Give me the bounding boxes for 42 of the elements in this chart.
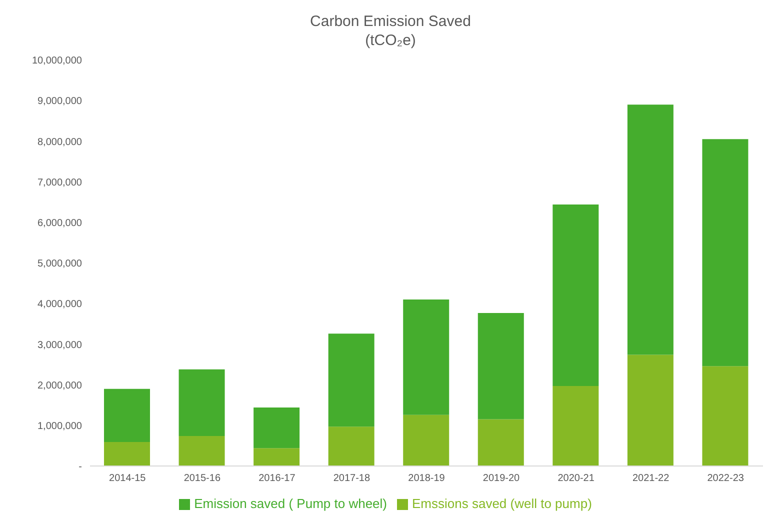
x-tick-label: 2015-16	[184, 473, 221, 484]
x-tick-label: 2014-15	[109, 473, 146, 484]
y-tick-label: 2,000,000	[38, 380, 82, 392]
x-tick-label: 2016-17	[258, 473, 296, 484]
y-tick-label: 6,000,000	[38, 218, 82, 229]
y-tick-label: 7,000,000	[38, 177, 82, 188]
x-tick-label: 2020-21	[558, 473, 595, 484]
y-tick-label: 3,000,000	[38, 340, 82, 351]
x-tick-label: 2017-18	[333, 473, 371, 484]
legend-label: Emssions saved (well to pump)	[412, 496, 592, 511]
bar	[627, 354, 674, 466]
bar	[254, 448, 300, 466]
bar	[178, 369, 225, 436]
bar	[328, 334, 374, 427]
bar	[403, 414, 450, 466]
y-tick-label: -	[78, 462, 82, 473]
bar	[104, 388, 150, 442]
bar	[478, 312, 524, 420]
bar	[178, 436, 225, 466]
x-tick-label: 2021-22	[632, 473, 670, 484]
bar	[254, 408, 300, 448]
bar	[702, 139, 748, 366]
y-tick-label: 9,000,000	[38, 96, 82, 108]
bar	[104, 442, 150, 466]
y-tick-label: 4,000,000	[38, 299, 82, 310]
x-tick-label: 2019-20	[482, 473, 520, 484]
bar	[328, 426, 374, 466]
x-tick-label: 2022-23	[707, 473, 744, 484]
x-tick-label: 2018-19	[408, 473, 446, 484]
chart-title: Carbon Emission Saved	[309, 12, 472, 31]
y-tick-label: 8,000,000	[38, 136, 82, 148]
chart-subtitle: (tCO₂e)	[365, 32, 416, 49]
bar	[552, 386, 599, 466]
bar	[552, 204, 599, 386]
bar	[403, 300, 450, 415]
y-tick-label: 1,000,000	[38, 420, 82, 432]
bar	[702, 366, 748, 466]
bar	[478, 419, 524, 466]
y-tick-label: 5,000,000	[38, 258, 82, 270]
y-tick-label: 10,000,000	[32, 56, 82, 67]
bar	[627, 104, 674, 355]
legend-label: Emission saved ( Pump to wheel)	[194, 496, 387, 511]
